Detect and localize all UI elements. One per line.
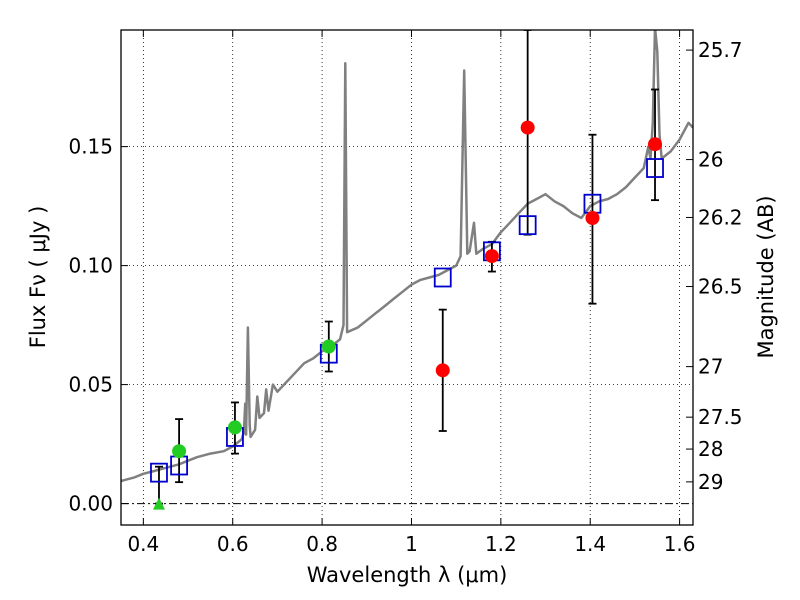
mag-tick-label: 26.2 bbox=[698, 205, 743, 229]
grid bbox=[121, 30, 693, 525]
photometry-point bbox=[484, 249, 499, 264]
photometry-point bbox=[321, 339, 336, 354]
mag-tick-label: 26 bbox=[698, 148, 723, 172]
upper-limit-triangle bbox=[152, 497, 165, 510]
y-tick-label: 0.10 bbox=[68, 254, 113, 278]
photometry-point bbox=[520, 120, 535, 135]
model-band-square bbox=[433, 267, 452, 288]
x-tick-label: 0.4 bbox=[127, 532, 159, 556]
data-layer bbox=[121, 30, 693, 510]
y-axis-label-right: Magnitude (AB) bbox=[754, 195, 778, 358]
photometry-point bbox=[172, 444, 187, 459]
model-band-square bbox=[518, 215, 537, 236]
x-axis-label: Wavelength λ (μm) bbox=[307, 563, 508, 587]
mag-tick-label: 27.5 bbox=[698, 405, 743, 429]
photometry-point bbox=[227, 420, 242, 435]
x-tick-label: 1.6 bbox=[664, 532, 696, 556]
x-tick-label: 1.2 bbox=[485, 532, 517, 556]
plot-frame bbox=[120, 29, 694, 526]
spectrum-line bbox=[121, 30, 693, 483]
photometry-point bbox=[648, 137, 663, 152]
mag-tick-label: 28 bbox=[698, 437, 723, 461]
mag-tick-label: 25.7 bbox=[698, 38, 743, 62]
mag-tick-label: 27 bbox=[698, 355, 723, 379]
y-tick-label: 0.15 bbox=[68, 135, 113, 159]
y-tick-label: 0.05 bbox=[68, 373, 113, 397]
model-band-square bbox=[150, 462, 168, 483]
x-tick-label: 0.6 bbox=[217, 532, 249, 556]
tick-layer: 0.4 0.6 0.8 1 1.2 1.4 1.6 0.00 0.05 0.10 0.15 25.7 2… bbox=[68, 30, 743, 556]
y-axis-label: Flux Fν ( μJy ) bbox=[26, 206, 50, 349]
x-tick-label: 1.4 bbox=[574, 532, 606, 556]
mag-tick-label: 26.5 bbox=[698, 275, 743, 299]
photometry-point bbox=[435, 363, 450, 378]
x-tick-label: 0.8 bbox=[306, 532, 338, 556]
photometry-point bbox=[585, 211, 600, 226]
x-tick-label: 1 bbox=[405, 532, 418, 556]
mag-tick-label: 29 bbox=[698, 470, 723, 494]
model-band-square bbox=[646, 158, 664, 178]
y-tick-label: 0.00 bbox=[68, 492, 113, 516]
